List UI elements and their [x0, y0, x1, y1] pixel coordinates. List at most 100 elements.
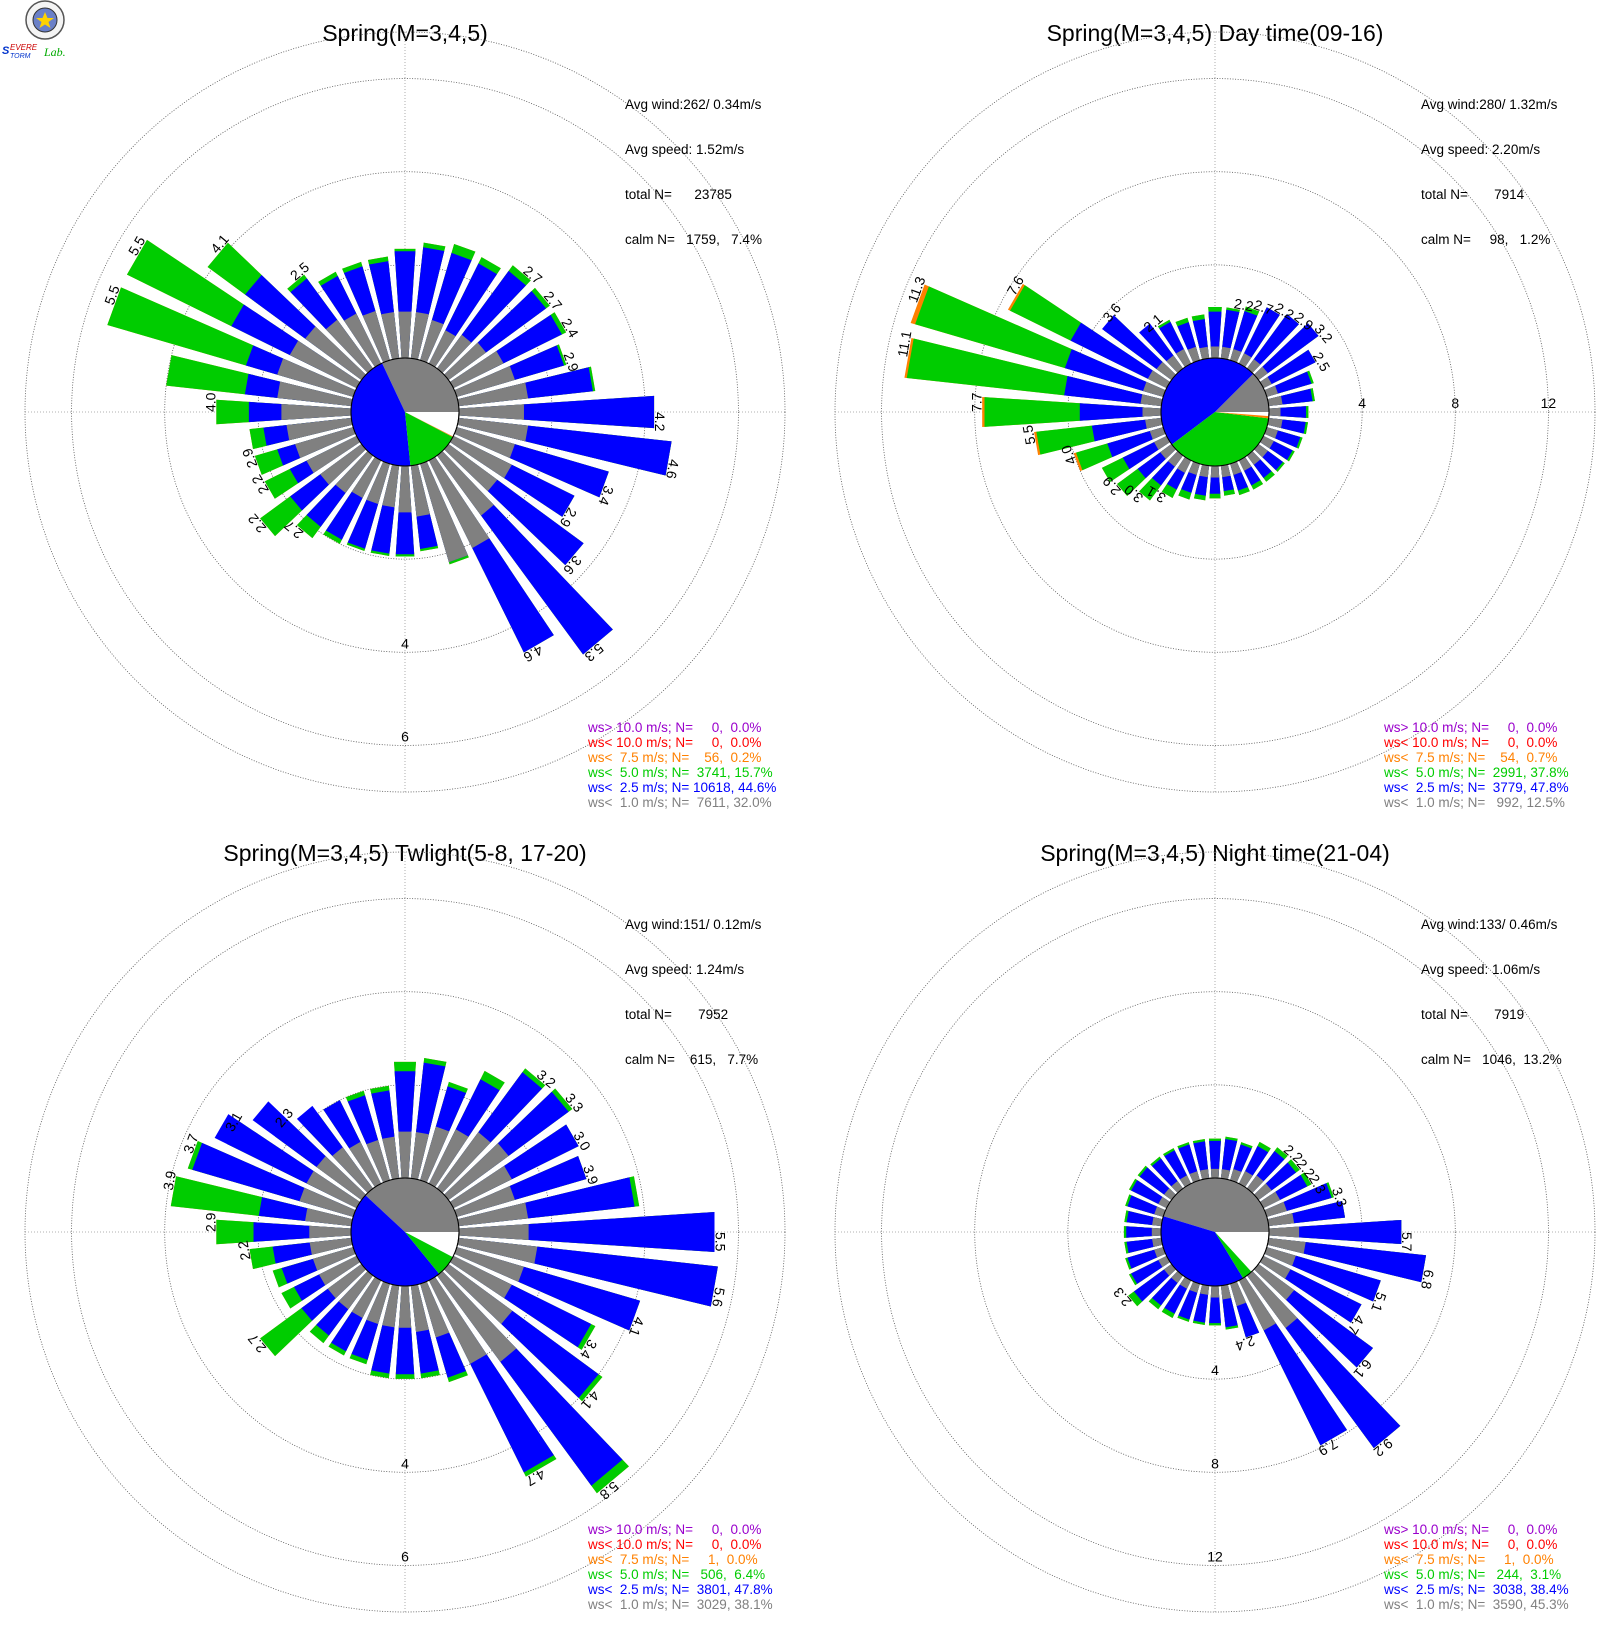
- wind-bar-segment: [1163, 1263, 1176, 1276]
- wind-bar-segment: [1246, 314, 1299, 373]
- wind-bar-segment: [1254, 1263, 1295, 1300]
- wind-bar-segment: [366, 1281, 390, 1325]
- wind-bar-segment: [309, 1225, 352, 1239]
- wind-bar-segment: [1254, 323, 1319, 381]
- calm-pie-slice: [1161, 1216, 1244, 1286]
- wind-bar-segment: [1238, 1171, 1253, 1188]
- wind-bar-segment: [1230, 1281, 1247, 1307]
- calm-n-text: calm N= 615, 7.7%: [625, 1052, 759, 1067]
- wind-bar-segment: [1259, 1255, 1291, 1279]
- wind-bar-segment: [454, 427, 515, 459]
- wind-bar-segment: [1210, 1285, 1220, 1298]
- bar-value-label: 3.4: [595, 484, 617, 508]
- legend-item: ws> 10.0 m/s; N= 0, 0.0%: [588, 1522, 762, 1537]
- bar-value-label: 2.2: [1233, 295, 1255, 314]
- calm-pie-slice: [382, 358, 459, 412]
- wind-bar-segment: [436, 1271, 517, 1362]
- wind-bar-segment: [319, 1255, 361, 1286]
- legend-item: ws< 7.5 m/s; N= 1, 0.0%: [1384, 1552, 1554, 1567]
- wind-bar-segment: [351, 456, 382, 498]
- wind-bar-segment: [1220, 1284, 1232, 1300]
- ring-circle: [881, 898, 1549, 1566]
- wind-bar-segment: [382, 1284, 400, 1328]
- ring-circle: [881, 78, 1549, 746]
- wind-bar-segment: [1154, 1206, 1166, 1217]
- wind-bar-segment: [420, 319, 444, 363]
- svg-text:TORM: TORM: [10, 53, 31, 60]
- wind-bar-segment: [1147, 370, 1171, 389]
- wind-bar-segment: [1177, 456, 1192, 473]
- total-n-text: total N= 7914: [1421, 187, 1525, 202]
- calm-n-text: calm N= 98, 1.2%: [1421, 232, 1551, 247]
- wind-bar-segment: [1154, 435, 1171, 450]
- wind-bar-segment: [281, 404, 352, 420]
- wind-bar-segment: [1151, 1227, 1162, 1237]
- calm-pie-slice: [1161, 358, 1254, 445]
- calm-pie-slice: [1171, 412, 1269, 467]
- wind-bar-segment: [277, 358, 356, 397]
- wind-bar-segment: [295, 427, 356, 459]
- wind-bar-segment: [410, 464, 430, 517]
- legend-item: ws< 1.0 m/s; N= 3029, 38.1%: [588, 1597, 773, 1612]
- wind-bar-segment: [428, 330, 456, 368]
- wind-bar-segment: [984, 397, 1162, 427]
- wind-statistics: Avg wind:133/ 0.46m/s Avg speed: 1.06m/s…: [1421, 887, 1562, 1097]
- wind-bar-segment: [1267, 1237, 1306, 1254]
- wind-bar-segment: [444, 1263, 513, 1325]
- bar-value-label: 4.1: [626, 1315, 648, 1339]
- wind-bars: [1123, 1136, 1427, 1449]
- wind-bar-segment: [366, 461, 390, 505]
- severe-storm-lab-logo: S EVERE TORM Lab.: [2, 0, 66, 60]
- wind-bars: [904, 283, 1319, 501]
- legend: ws> 10.0 m/s; N= 0, 0.0% ws< 10.0 m/s; N=…: [588, 1522, 773, 1612]
- wind-bar-segment: [1166, 355, 1184, 373]
- wind-bar-segment: [382, 1136, 400, 1180]
- bar-value-label: 3.9: [160, 1169, 179, 1191]
- wind-statistics: Avg wind:280/ 1.32m/s Avg speed: 2.20m/s…: [1421, 67, 1557, 277]
- ring-label: 8: [1211, 1455, 1219, 1471]
- wind-rose-chart: 2463.23.33.03.95.55.64.13.44.15.84.72.72…: [24, 851, 786, 1613]
- wind-bar-segment: [1179, 1175, 1192, 1188]
- avg-speed-text: Avg speed: 1.52m/s: [625, 142, 745, 157]
- ring-label: 6: [401, 1548, 409, 1564]
- wind-bar-segment: [305, 1208, 353, 1227]
- legend: ws> 10.0 m/s; N= 0, 0.0% ws< 10.0 m/s; N=…: [1384, 1522, 1569, 1612]
- calm-pie-slice: [405, 1232, 453, 1274]
- legend-item: ws< 1.0 m/s; N= 7611, 32.0%: [588, 795, 772, 810]
- total-n-text: total N= 7919: [1421, 1007, 1525, 1022]
- bar-value-label: 3.0: [570, 1128, 594, 1153]
- wind-bar-segment: [1091, 417, 1163, 442]
- ring-label: 4: [1358, 395, 1366, 411]
- wind-bar-segment: [327, 1263, 366, 1299]
- wind-bar-segment: [428, 456, 490, 549]
- wind-bar-segment: [457, 382, 529, 407]
- wind-bar-segment: [398, 1285, 412, 1328]
- wind-bar-segment: [1143, 381, 1166, 397]
- wind-bar-segment: [449, 1165, 512, 1209]
- wind-bar-segment: [362, 311, 390, 363]
- wind-bar-segment: [428, 1276, 487, 1364]
- wind-bar-segment: [1160, 443, 1176, 459]
- wind-bar-segment: [1230, 349, 1242, 363]
- wind-bar-segment: [1264, 1247, 1296, 1266]
- bar-value-label: 4.6: [663, 458, 682, 480]
- wind-bar-segment: [366, 1139, 390, 1183]
- wind-bar-segment: [1152, 1237, 1163, 1247]
- legend-item: ws< 5.0 m/s; N= 3741, 15.7%: [588, 765, 773, 780]
- wind-bar-segment: [1145, 417, 1163, 429]
- bar-value-label: 7.7: [968, 392, 984, 412]
- total-n-text: total N= 23785: [625, 187, 732, 202]
- ring-label: 12: [1541, 395, 1557, 411]
- legend: ws> 10.0 m/s; N= 0, 0.0% ws< 10.0 m/s; N=…: [588, 720, 776, 810]
- bar-value-label: 2.9: [203, 1212, 219, 1232]
- wind-bar-segment: [1264, 385, 1278, 397]
- wind-bar-segment: [1064, 376, 1163, 407]
- wind-bar-segment: [1254, 1183, 1272, 1201]
- wind-bar-segment: [454, 1247, 524, 1282]
- wind-bar-segment: [1140, 394, 1163, 407]
- legend-item: ws< 7.5 m/s; N= 56, 0.2%: [588, 750, 762, 765]
- wind-bar-segment: [398, 1131, 412, 1179]
- wind-bar-segment: [1246, 1175, 1264, 1193]
- calm-pie-outline: [1160, 357, 1270, 467]
- wind-bar-segment: [1246, 451, 1261, 465]
